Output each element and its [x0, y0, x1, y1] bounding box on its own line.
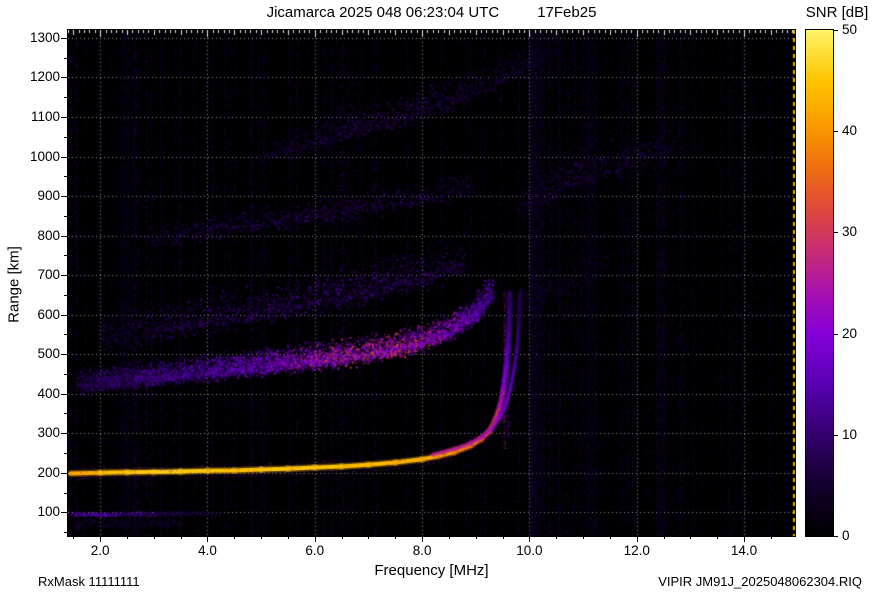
colorbar-canvas: [806, 30, 833, 536]
y-tick-label: 1100: [30, 108, 60, 124]
y-tick-label: 900: [37, 188, 60, 204]
y-tick-label: 200: [37, 464, 60, 480]
x-tick-label: 10.0: [516, 543, 543, 558]
colorbar-frame: [805, 29, 834, 537]
x-tick-label: 2.0: [90, 543, 110, 558]
y-tick-label: 1200: [29, 69, 60, 85]
title-date: 17Feb25: [537, 4, 597, 21]
colorbar-tick-label: 0: [842, 528, 850, 543]
x-tick-label: 4.0: [198, 543, 217, 558]
plot-title: Jicamarca 2025 048 06:23:04 UTC 17Feb25: [68, 4, 795, 21]
colorbar-tick-label: 50: [842, 22, 858, 37]
colorbar-tick-label: 40: [842, 123, 858, 139]
x-tick-label: 12.0: [623, 543, 650, 558]
y-axis-title: Range [km]: [5, 246, 23, 323]
y-tick-label: 300: [37, 425, 60, 441]
ionogram-canvas: [68, 30, 795, 536]
y-tick-label: 100: [37, 504, 60, 520]
colorbar-tick-label: 20: [842, 325, 858, 341]
x-tick-label: 14.0: [730, 543, 758, 558]
y-tick-label: 1300: [29, 29, 60, 45]
colorbar-tick-label: 30: [842, 224, 858, 240]
x-tick-label: 6.0: [305, 543, 325, 558]
file-reference: VIPIR JM91J_2025048062304.RIQ: [658, 574, 862, 589]
plot-frame: [67, 29, 796, 537]
colorbar-tick-label: 10: [842, 426, 858, 442]
x-tick-label: 8.0: [412, 543, 432, 558]
rxmask-label: RxMask 11111111: [38, 574, 140, 589]
x-axis-title: Frequency [MHz]: [374, 562, 489, 579]
y-tick-label: 400: [37, 385, 60, 401]
title-timestamp: Jicamarca 2025 048 06:23:04 UTC: [266, 4, 500, 21]
colorbar-title: SNR [dB]: [805, 4, 869, 21]
y-tick-label: 500: [37, 346, 60, 362]
y-tick-label: 1000: [29, 148, 60, 164]
